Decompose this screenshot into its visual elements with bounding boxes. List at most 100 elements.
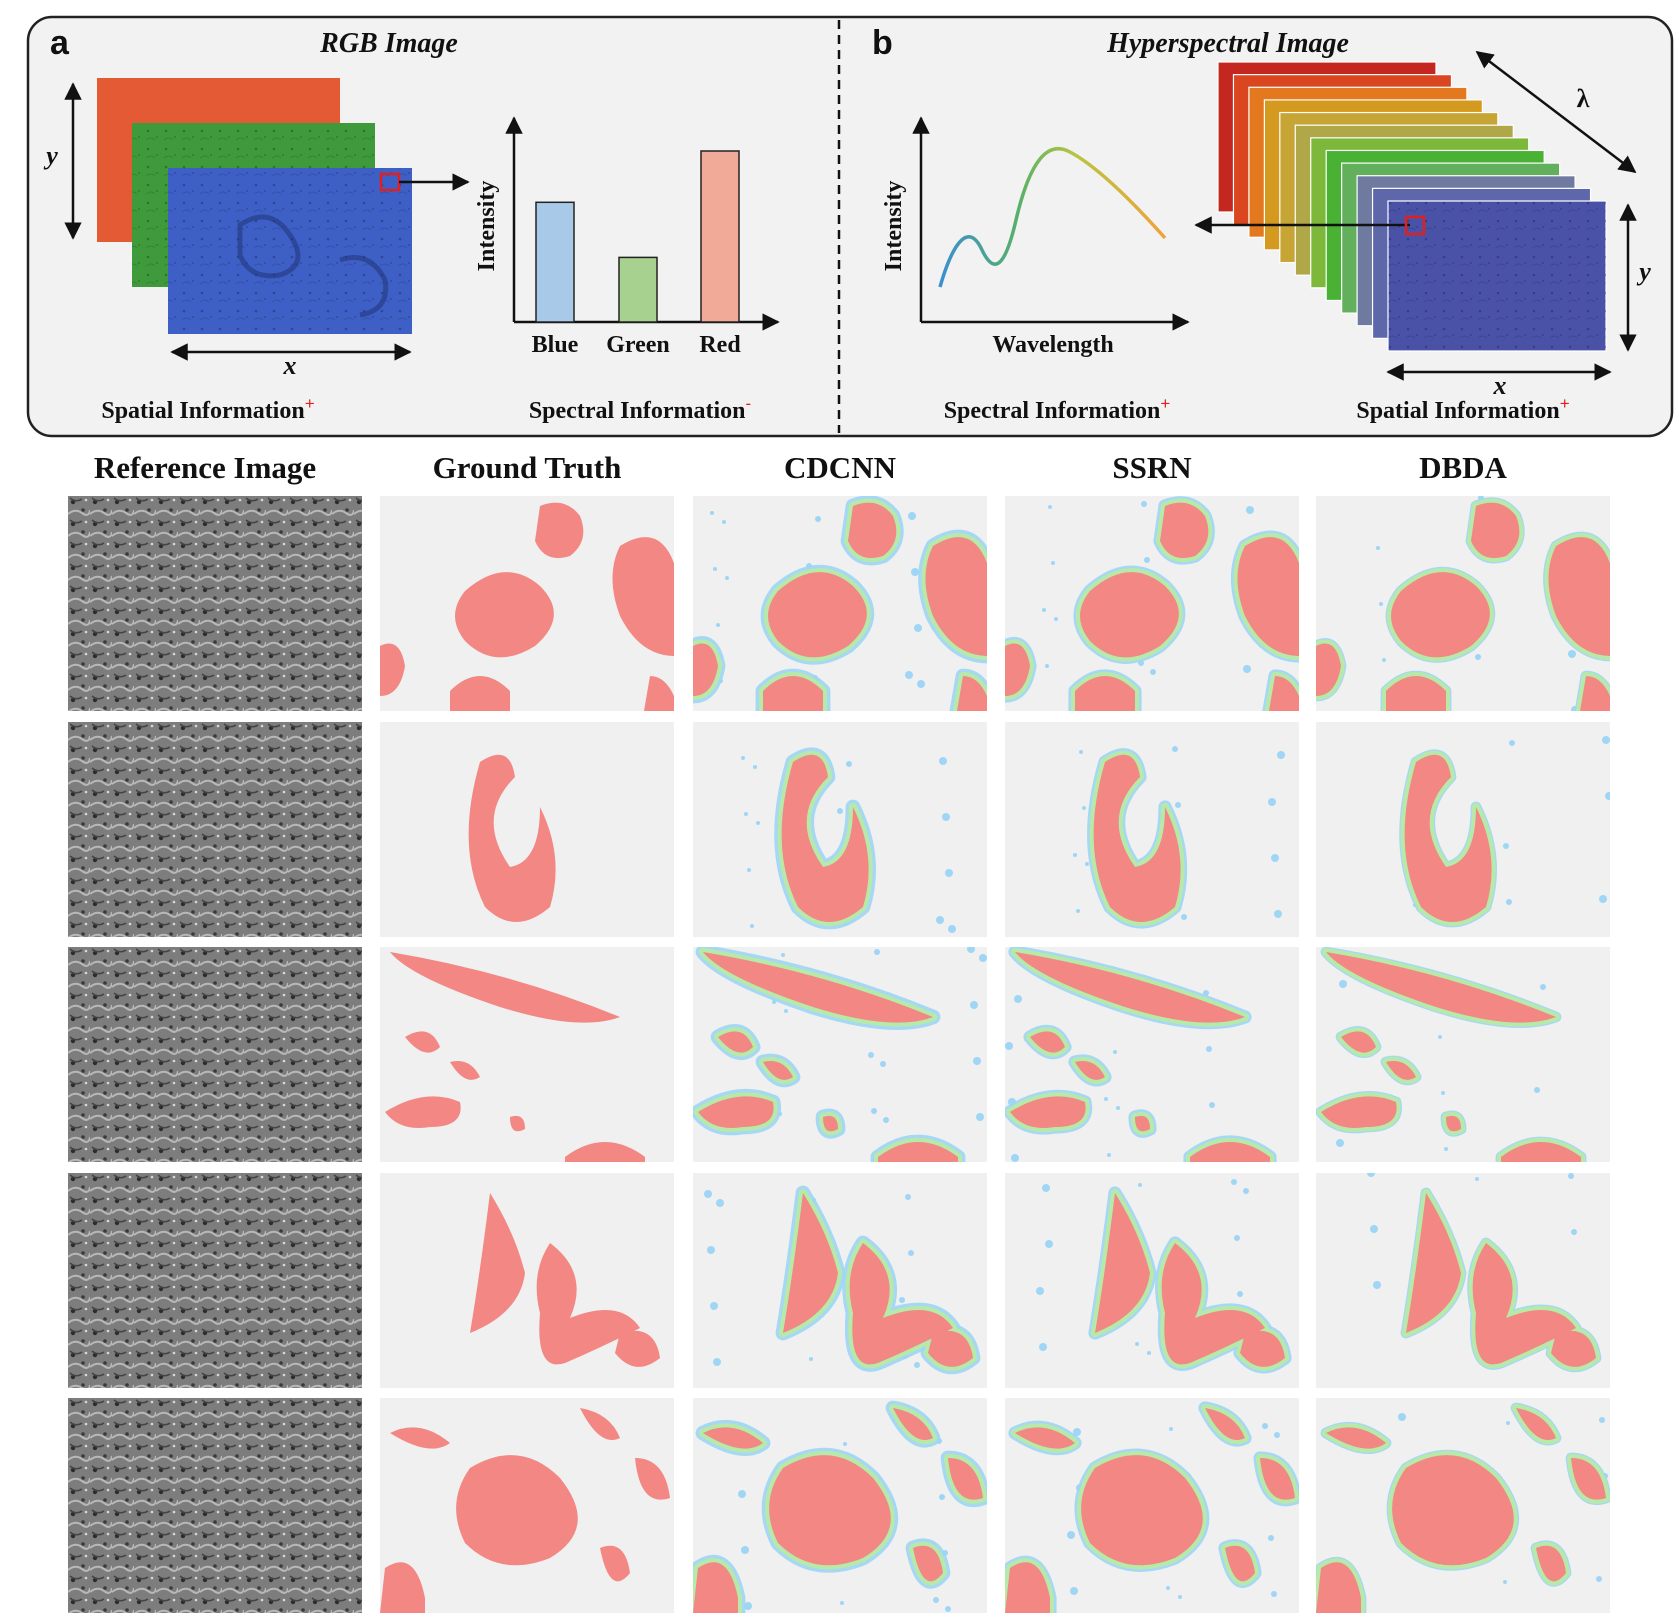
reference-tile xyxy=(68,1173,362,1388)
tumor-region xyxy=(1386,676,1446,711)
tumor-region xyxy=(693,643,718,696)
tumor-region xyxy=(1190,1142,1270,1162)
tumor-region xyxy=(878,1142,958,1162)
tumor-region xyxy=(698,1096,774,1128)
cell-r3-c2 xyxy=(380,947,674,1162)
tumor-region xyxy=(1391,572,1490,658)
tumor-region xyxy=(763,676,823,711)
tumor-region xyxy=(1205,1408,1245,1440)
cell-r2-c3 xyxy=(693,722,987,937)
cell-r4-c4 xyxy=(1005,1173,1299,1388)
tumor-region xyxy=(380,643,405,696)
cell-r3-c1 xyxy=(68,947,362,1162)
bar-label-blue: Blue xyxy=(532,332,579,358)
panel-a-letter: a xyxy=(50,24,70,62)
cell-r2-c2 xyxy=(380,722,674,937)
tumor-region xyxy=(1081,1455,1203,1566)
hsi-band-texture xyxy=(1388,201,1606,351)
reference-tile xyxy=(68,947,362,1162)
tumor-region xyxy=(565,1142,645,1162)
tumor-region xyxy=(1580,676,1610,711)
tumor-region xyxy=(635,1458,670,1500)
lambda-arrow xyxy=(1475,50,1637,174)
tumor-region xyxy=(1160,502,1209,559)
tumor-region xyxy=(703,952,933,1023)
cell-r4-c2 xyxy=(380,1173,674,1388)
spectrum-curve xyxy=(938,146,1167,288)
tumor-region xyxy=(1225,1545,1255,1582)
cell-r4-c1 xyxy=(68,1173,362,1388)
cell-r3-c5 xyxy=(1316,947,1610,1162)
cell-r1-c2 xyxy=(380,496,674,711)
tumor-region xyxy=(1269,676,1299,711)
bar-red xyxy=(700,150,740,323)
bar-label-red: Red xyxy=(699,332,741,358)
cell-r5-c3 xyxy=(693,1398,987,1613)
spectrum-chart: Intensity Wavelength xyxy=(881,116,1190,358)
caption-spectral-a: Spectral Information- xyxy=(529,394,751,424)
col-header-3: SSRN xyxy=(1112,450,1191,485)
tumor-region xyxy=(612,537,674,656)
tumor-region xyxy=(1015,952,1245,1023)
tumor-region xyxy=(1404,754,1492,922)
tumor-region xyxy=(913,1545,943,1582)
spectrum-ylabel: Intensity xyxy=(881,181,907,272)
tumor-region xyxy=(848,502,897,559)
tumor-region xyxy=(1551,1330,1596,1367)
tumor-region xyxy=(1516,1408,1556,1440)
tumor-region xyxy=(1135,1115,1150,1132)
cell-r5-c1 xyxy=(68,1398,362,1613)
tumor-region xyxy=(385,1096,461,1128)
tumor-region xyxy=(600,1545,630,1582)
tumor-region xyxy=(769,1455,891,1566)
tumor-region xyxy=(703,1427,763,1449)
tumor-region xyxy=(1095,1193,1150,1333)
tumor-region xyxy=(1005,643,1030,696)
tumor-region xyxy=(1010,1096,1086,1128)
tumor-region xyxy=(1005,1562,1050,1613)
column-headers: Reference Image Ground Truth CDCNN SSRN DBDA xyxy=(94,450,1508,485)
panel-a-title: RGB Image xyxy=(319,28,458,59)
tumor-region xyxy=(823,1115,838,1132)
tumor-region xyxy=(783,1193,838,1333)
tumor-region xyxy=(1260,1458,1295,1500)
tumor-region xyxy=(450,676,510,711)
bar-green xyxy=(618,256,658,323)
bar-blue xyxy=(535,201,575,323)
tumor-region xyxy=(456,1455,578,1566)
tumor-region xyxy=(1536,1545,1566,1582)
tumor-region xyxy=(1341,1031,1376,1053)
tumor-region xyxy=(718,1031,753,1053)
tumor-region xyxy=(1161,1243,1265,1365)
col-header-2: CDCNN xyxy=(784,450,896,485)
tumor-region xyxy=(405,1031,440,1053)
cell-r1-c3 xyxy=(693,496,987,711)
tumor-region xyxy=(468,754,556,922)
tumor-region xyxy=(1030,1031,1065,1053)
cell-r2-c4 xyxy=(1005,722,1299,937)
tumor-region xyxy=(470,1193,525,1333)
spectrum-xlabel: Wavelength xyxy=(992,332,1113,358)
tumor-region xyxy=(1406,1193,1461,1333)
col-header-1: Ground Truth xyxy=(433,450,622,485)
tumor-region xyxy=(536,1243,640,1365)
tumor-region xyxy=(1080,572,1179,658)
result-grid xyxy=(68,496,1610,1613)
cell-r4-c3 xyxy=(693,1173,987,1388)
tumor-region xyxy=(390,952,620,1023)
bar-chart-ylabel: Intensity xyxy=(474,181,500,272)
tumor-region xyxy=(615,1330,660,1367)
caption-spectral-b: Spectral Information+ xyxy=(944,394,1171,424)
tumor-region xyxy=(768,572,867,658)
axis-x-label-b: x xyxy=(1493,371,1507,400)
cell-r5-c5 xyxy=(1316,1398,1610,1613)
cell-r1-c5 xyxy=(1316,496,1610,711)
tumor-region xyxy=(1386,1061,1416,1080)
tumor-region xyxy=(1015,1427,1075,1449)
hsi-pixel-marker xyxy=(1404,215,1426,236)
tumor-region xyxy=(1326,952,1556,1023)
tumor-region xyxy=(644,676,674,711)
tumor-region xyxy=(925,537,987,656)
tumor-region xyxy=(1472,1243,1576,1365)
